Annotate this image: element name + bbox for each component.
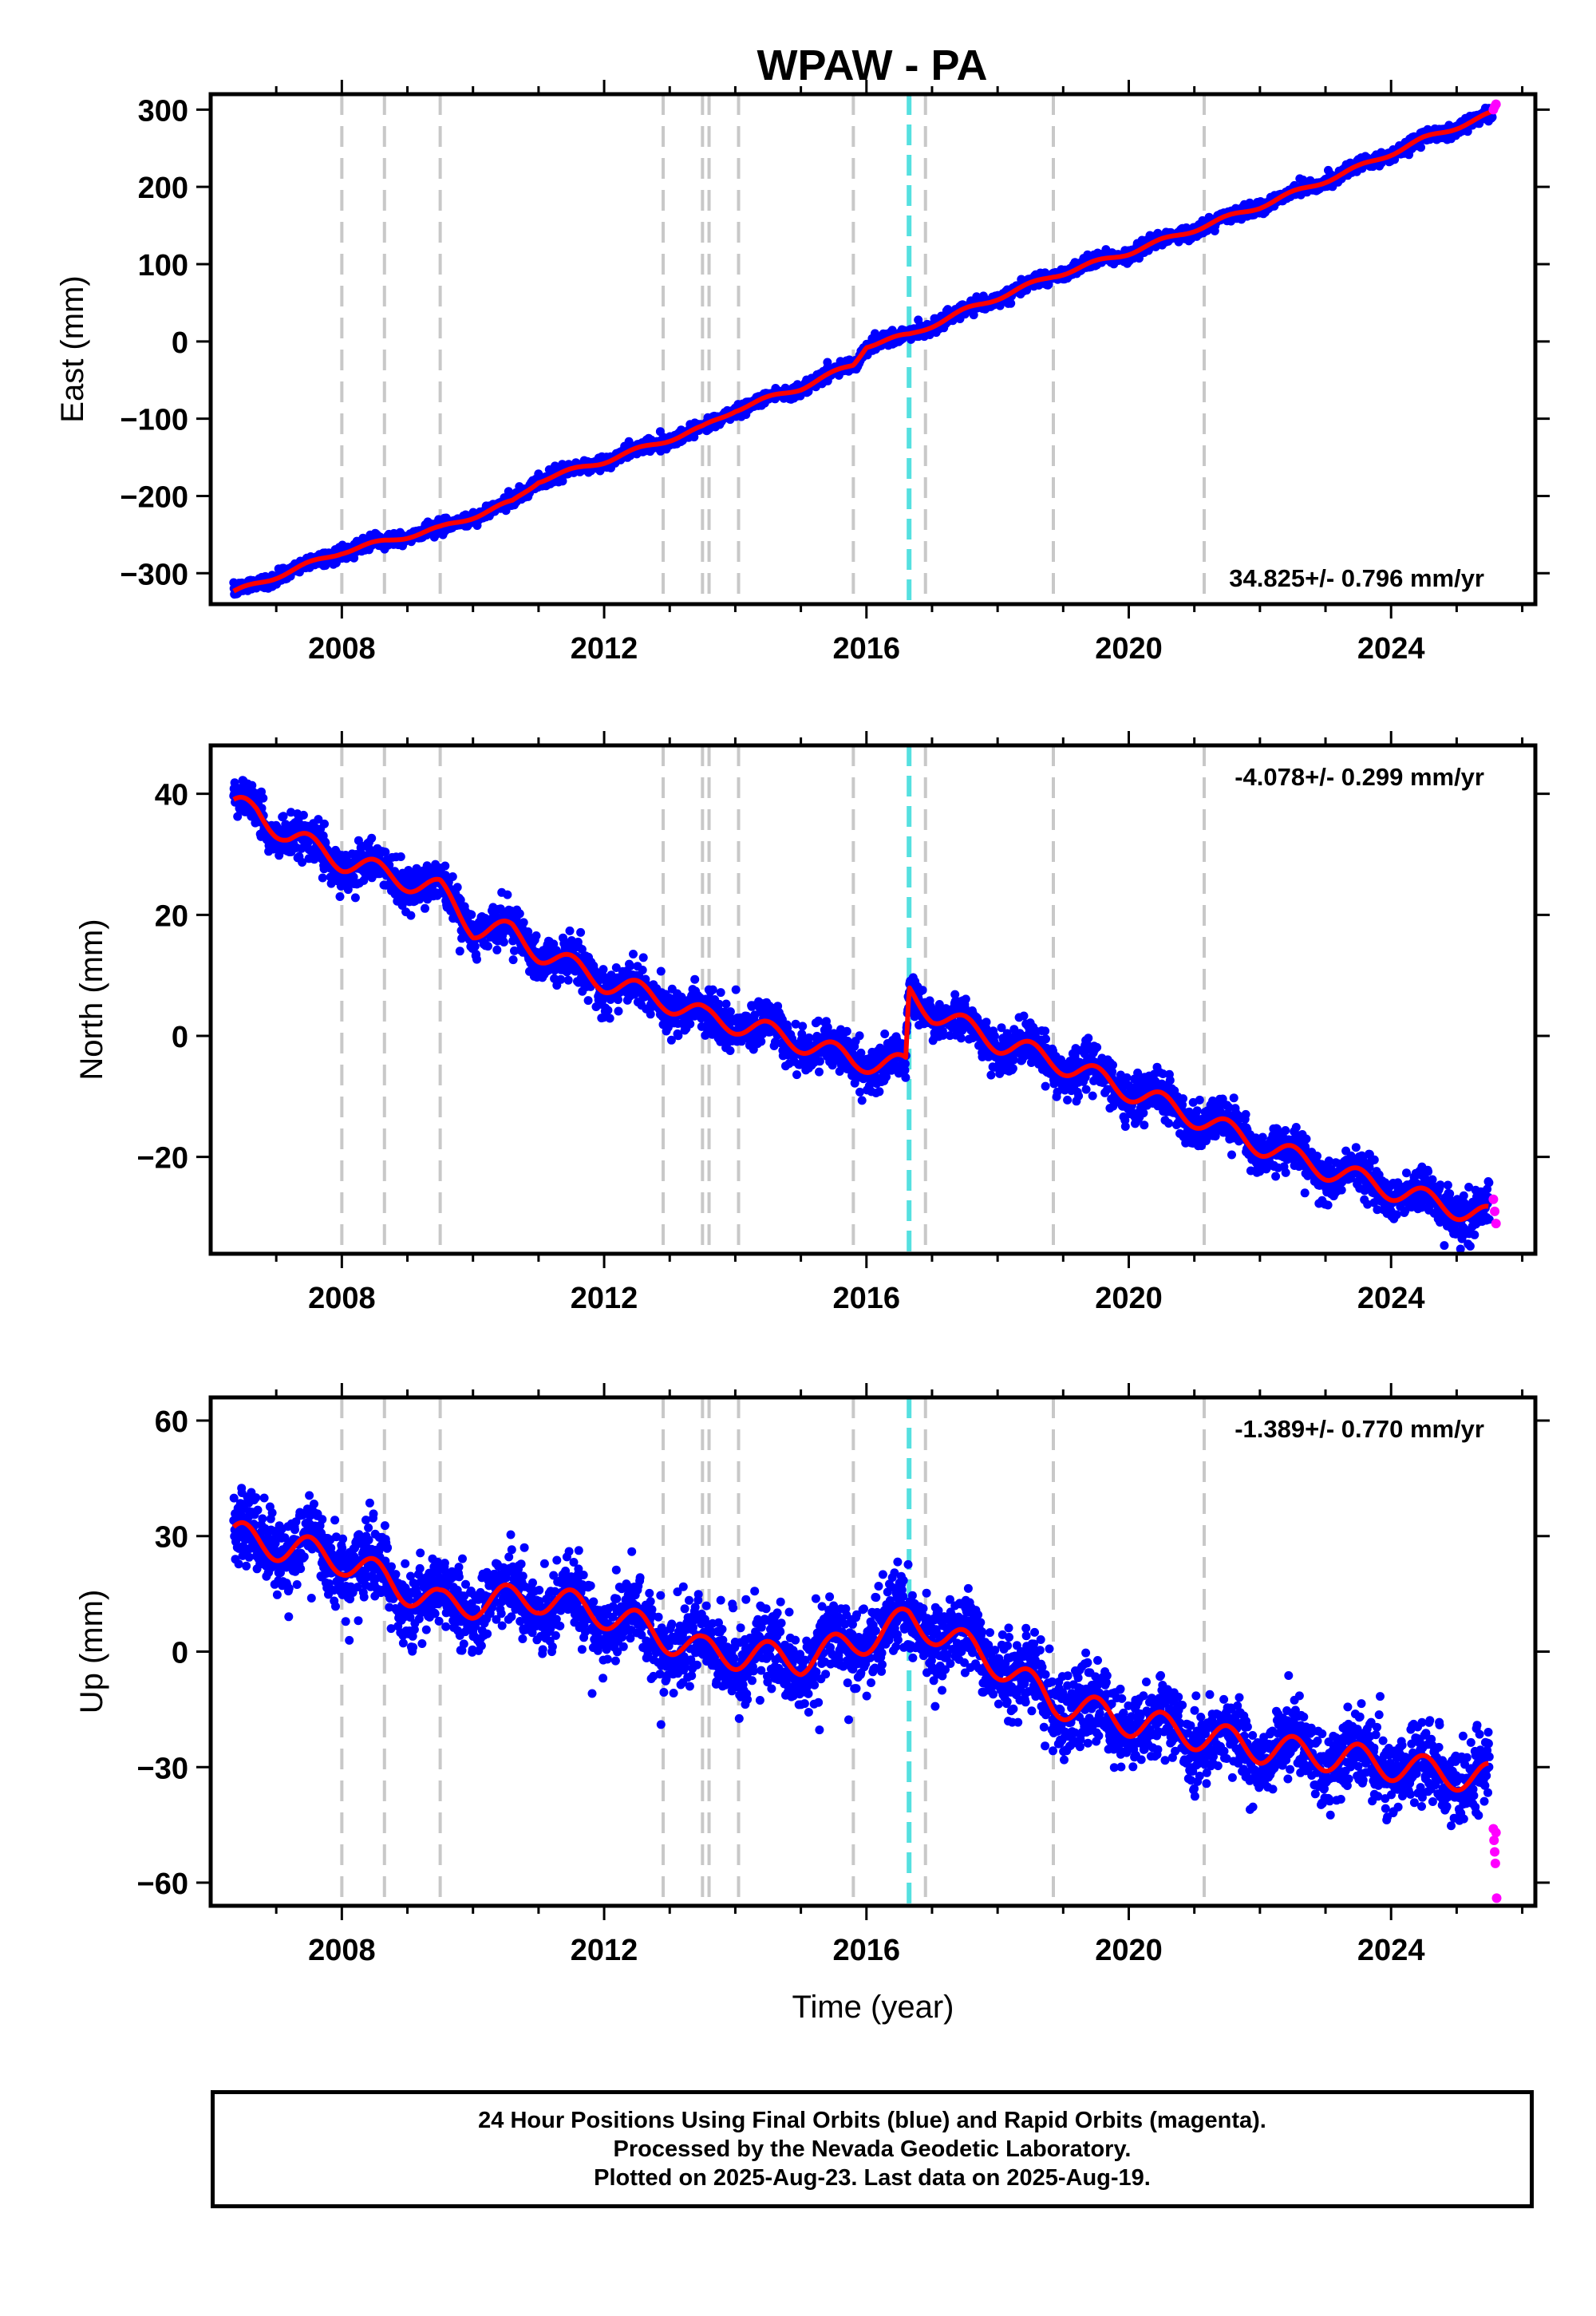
final-orbit-point bbox=[452, 883, 462, 892]
y-tick-label: 200 bbox=[138, 172, 188, 205]
final-orbit-point bbox=[721, 999, 731, 1009]
final-orbit-point bbox=[638, 966, 647, 974]
y-axis-label: East (mm) bbox=[55, 275, 90, 422]
final-orbit-point bbox=[320, 819, 329, 828]
final-orbit-point bbox=[318, 873, 327, 883]
final-orbit-point bbox=[484, 942, 492, 951]
final-orbit-point bbox=[577, 945, 587, 954]
x-tick-label: 2020 bbox=[1095, 632, 1163, 666]
x-tick-label: 2016 bbox=[833, 632, 901, 666]
final-orbit-point bbox=[638, 953, 648, 962]
final-orbit-point bbox=[550, 974, 559, 983]
final-orbit-point bbox=[397, 901, 407, 910]
final-orbit-point bbox=[349, 872, 358, 882]
model-fit-line bbox=[232, 109, 1494, 594]
final-orbit-point bbox=[1006, 298, 1016, 308]
final-orbit-point bbox=[519, 918, 528, 927]
final-orbit-point bbox=[1487, 113, 1497, 122]
final-orbit-point bbox=[603, 1006, 613, 1015]
panels: 2008 2012 2016 2020 2024 300 200 100 0 −100 −200 −3… bbox=[55, 80, 1550, 2025]
final-orbit-point bbox=[666, 1035, 676, 1045]
final-orbit-point bbox=[499, 938, 508, 947]
x-tick-label: 2008 bbox=[308, 632, 376, 666]
final-orbit-point bbox=[298, 858, 307, 867]
final-orbit-point bbox=[626, 961, 635, 970]
plot-frame bbox=[208, 92, 1538, 607]
final-orbit-point bbox=[716, 988, 725, 998]
final-orbit-point bbox=[674, 1031, 683, 1041]
y-tick-label: −100 bbox=[120, 404, 188, 437]
final-orbit-point bbox=[690, 974, 700, 984]
final-orbit-point bbox=[563, 975, 573, 985]
final-orbit-point bbox=[556, 974, 566, 984]
x-tick-label: 2024 bbox=[1357, 632, 1425, 666]
final-orbit-point bbox=[646, 1010, 655, 1019]
final-orbit-point bbox=[611, 963, 621, 972]
y-tick-label: 300 bbox=[138, 94, 188, 128]
final-orbit-point bbox=[279, 812, 288, 821]
final-orbit-point bbox=[421, 903, 429, 913]
final-orbit-point bbox=[515, 909, 524, 919]
panel-east: 2008 2012 2016 2020 2024 300 200 100 0 −100 −200 −3… bbox=[55, 80, 1550, 666]
final-orbit-point bbox=[406, 911, 416, 920]
final-orbit-point bbox=[685, 1019, 695, 1029]
final-orbit-point bbox=[440, 861, 450, 871]
final-orbit-point bbox=[605, 1014, 614, 1023]
rapid-orbit-points bbox=[1488, 99, 1501, 115]
rapid-orbit-point bbox=[1491, 99, 1501, 109]
y-tick-label: −300 bbox=[120, 558, 188, 591]
final-orbit-point bbox=[969, 310, 978, 320]
final-orbit-point bbox=[467, 910, 476, 919]
final-orbit-point bbox=[448, 872, 457, 881]
final-orbit-point bbox=[350, 893, 360, 903]
final-orbit-point bbox=[629, 950, 638, 958]
final-orbit-point bbox=[598, 965, 608, 974]
final-orbit-point bbox=[456, 895, 465, 905]
final-orbit-point bbox=[725, 1046, 735, 1055]
final-orbit-point bbox=[298, 810, 308, 820]
final-orbit-point bbox=[714, 999, 724, 1009]
event-lines bbox=[340, 745, 1206, 1254]
final-orbit-point bbox=[1416, 143, 1425, 152]
y-tick-label: −200 bbox=[120, 480, 188, 514]
final-orbit-point bbox=[381, 848, 390, 857]
final-orbit-point bbox=[708, 985, 717, 994]
final-orbit-point bbox=[583, 996, 593, 1006]
y-tick-label: 0 bbox=[172, 326, 188, 360]
final-orbit-point bbox=[614, 1006, 623, 1016]
final-orbit-point bbox=[455, 947, 464, 956]
final-orbit-point bbox=[725, 1007, 735, 1017]
final-orbit-point bbox=[565, 926, 575, 935]
final-orbit-point bbox=[689, 433, 699, 442]
final-orbit-point bbox=[367, 833, 377, 843]
final-orbit-point bbox=[440, 871, 450, 880]
final-orbit-point bbox=[503, 890, 512, 899]
final-orbit-point bbox=[335, 892, 345, 901]
final-orbit-point bbox=[531, 931, 541, 940]
final-orbit-point bbox=[731, 985, 741, 994]
final-orbit-point bbox=[470, 942, 480, 951]
final-orbit-point bbox=[259, 793, 268, 803]
final-orbit-point bbox=[576, 927, 586, 937]
final-orbit-point bbox=[396, 852, 405, 861]
final-orbit-point bbox=[314, 815, 323, 824]
x-tick-label: 2012 bbox=[571, 632, 638, 666]
velocity-rate-label: 34.825+/- 0.796 mm/yr bbox=[1229, 564, 1484, 592]
final-orbit-point bbox=[508, 955, 518, 965]
final-orbit-point bbox=[558, 476, 567, 486]
final-orbit-point bbox=[656, 966, 666, 976]
final-orbit-point bbox=[614, 995, 622, 1005]
figure-title: WPAW - PA bbox=[757, 41, 988, 89]
final-orbit-point bbox=[472, 954, 481, 964]
final-orbit-points bbox=[229, 776, 1494, 1254]
final-orbit-point bbox=[492, 945, 502, 954]
final-orbit-point bbox=[233, 812, 243, 821]
y-tick-label: 100 bbox=[138, 249, 188, 283]
